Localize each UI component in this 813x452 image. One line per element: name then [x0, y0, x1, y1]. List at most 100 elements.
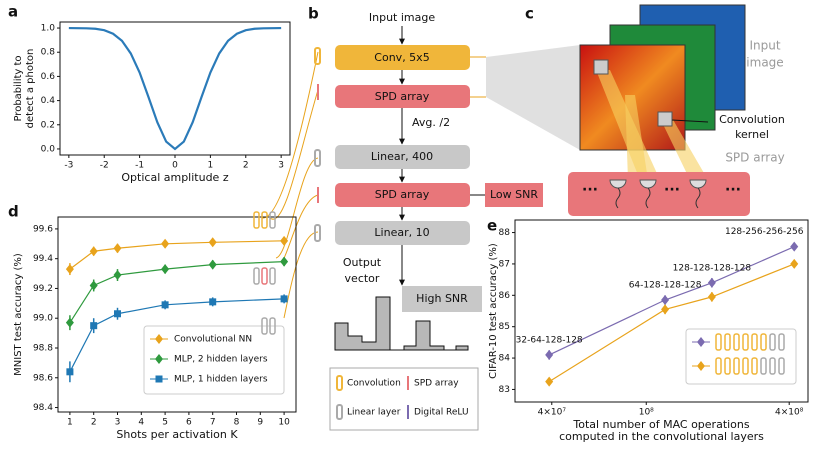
x-axis-label: Total number of MAC operations [572, 418, 750, 431]
marker [65, 317, 74, 328]
marker [155, 334, 163, 344]
layer-icon [778, 357, 785, 375]
layer-icon [778, 333, 785, 351]
layer-icon [261, 211, 268, 229]
legend-label: MLP, 2 hidden layers [174, 355, 268, 365]
panel-label: b [308, 5, 319, 23]
legend-box [329, 367, 479, 431]
y-tick-label: 84 [499, 354, 511, 364]
pointer [671, 119, 709, 123]
spd-label: SPD array [375, 188, 430, 201]
y-tick-label: 98.6 [33, 373, 53, 383]
avg-label: Avg. /2 [412, 116, 450, 129]
plot-frame [57, 216, 297, 413]
x-tick-label: 3 [278, 161, 284, 171]
layer-icon [733, 357, 740, 375]
marker [697, 337, 705, 347]
x-tick-label: 10⁸ [639, 408, 654, 418]
kernel [657, 111, 673, 127]
marker [113, 270, 122, 281]
x-tick-label: 2 [243, 161, 249, 171]
layer-icon [253, 267, 260, 285]
layer-icon [261, 317, 268, 335]
legend-box [143, 325, 285, 395]
y-tick-label: 0.0 [41, 144, 56, 154]
marker [66, 368, 74, 376]
legend-label: Linear layer [347, 408, 401, 418]
y-tick-label: 0.6 [41, 72, 56, 82]
y-tick-label: 99.4 [33, 254, 53, 264]
series-line [69, 240, 285, 270]
input-label: image [746, 56, 783, 70]
layer-icon [742, 357, 749, 375]
series-line [69, 298, 285, 373]
x-tick-label: 6 [186, 418, 192, 428]
layer-icon [253, 211, 260, 229]
layer-icon [715, 333, 722, 351]
spd-box [335, 183, 470, 207]
y-tick-label: 0.2 [41, 120, 55, 130]
layer-icon [269, 211, 276, 229]
snr-box [485, 183, 543, 207]
layer-icon [760, 357, 767, 375]
detector [609, 179, 707, 189]
x-axis-label: computed in the convolutional layers [559, 430, 764, 443]
x-axis-label: Shots per activation K [116, 428, 238, 441]
x-axis-label: Optical amplitude z [121, 171, 228, 184]
x-tick-label: 3 [115, 418, 121, 428]
annotation: 64-128-128-128 [629, 281, 702, 291]
marker [280, 295, 288, 303]
y-tick-label: 85 [499, 322, 510, 332]
layer-icon [269, 317, 276, 335]
layer-icon [751, 357, 758, 375]
layer-icon [314, 47, 321, 65]
dots: ··· [664, 182, 680, 198]
series-line [68, 26, 282, 151]
legend-icon [336, 404, 343, 420]
x-tick-label: -1 [135, 161, 144, 171]
connector [261, 51, 486, 319]
legend-box [685, 328, 797, 385]
low-snr: Low SNR [490, 188, 538, 201]
marker [661, 304, 670, 315]
series-line [69, 261, 285, 324]
x-tick-label: 0 [172, 161, 178, 171]
x-tick-label: 4 [138, 418, 144, 428]
marker [161, 264, 170, 275]
y-axis-label: Probability to [13, 55, 24, 121]
x-tick-label: 4×10⁷ [538, 408, 567, 418]
layer-icon [261, 267, 268, 285]
conv-label: Conv, 5x5 [374, 51, 429, 64]
marker [280, 235, 289, 246]
legend-label: Convolutional NN [174, 335, 252, 345]
y-tick-label: 1.0 [41, 24, 56, 34]
marker [65, 264, 74, 275]
spd-label: SPD array [375, 90, 430, 103]
y-tick-label: 83 [499, 385, 510, 395]
layer-icon [769, 333, 776, 351]
wire [615, 187, 701, 209]
x-tick-label: 4×10⁸ [775, 408, 804, 418]
x-tick-label: 2 [91, 418, 97, 428]
legend-label: Convolution [347, 379, 401, 389]
y-axis-label: MNIST test accuracy (%) [13, 253, 24, 376]
marker [280, 256, 289, 267]
marker [90, 322, 98, 330]
layer-icon [314, 149, 321, 167]
dots: ··· [725, 182, 741, 198]
marker [545, 376, 554, 387]
annotation: 128-128-128-128 [673, 263, 752, 273]
y-axis-label: CIFAR-10 test accuracy (%) [488, 243, 499, 379]
layer-icon [269, 267, 276, 285]
input-label: Input image [369, 11, 435, 24]
marker [161, 238, 170, 249]
x-tick-label: 10 [278, 418, 290, 428]
high-snr: High SNR [416, 292, 468, 305]
y-tick-label: 87 [499, 259, 510, 269]
layer-icon [760, 333, 767, 351]
layer-icon [715, 357, 722, 375]
output-label: vector [345, 272, 380, 285]
linear-box [335, 145, 470, 169]
linear-box [335, 221, 470, 245]
